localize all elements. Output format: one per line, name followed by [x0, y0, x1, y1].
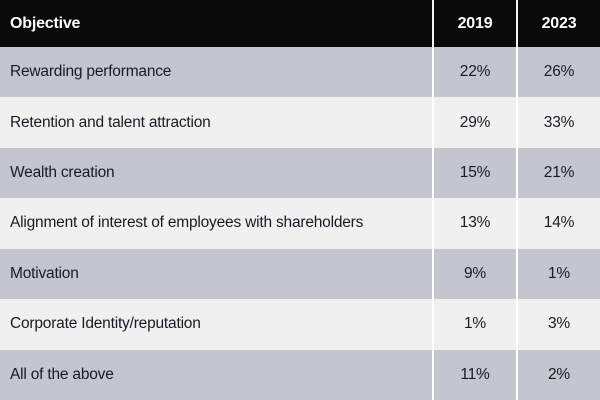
row-2023-value: 3% [516, 299, 600, 350]
row-2023-value: 1% [516, 248, 600, 300]
row-2023-value: 33% [516, 97, 600, 148]
row-objective: Retention and talent attraction [10, 113, 211, 131]
table-row: Alignment of interest of employees with … [0, 198, 600, 249]
row-objective: All of the above [10, 365, 114, 383]
row-objective: Rewarding performance [10, 63, 172, 81]
row-2019-value: 13% [432, 198, 516, 249]
row-2019-value: 1% [432, 299, 516, 350]
header-2019: 2019 [432, 0, 516, 47]
row-2023-value: 2% [516, 349, 600, 400]
row-2019-value: 11% [432, 349, 516, 400]
row-objective: Wealth creation [10, 164, 115, 182]
table-row: All of the above 11% 2% [0, 349, 600, 400]
table-row: Corporate Identity/reputation 1% 3% [0, 299, 600, 350]
row-2023-value: 26% [516, 47, 600, 98]
row-2019-value: 9% [432, 248, 516, 300]
table-row: Retention and talent attraction 29% 33% [0, 97, 600, 148]
row-objective: Corporate Identity/reputation [10, 315, 201, 333]
row-2019-value: 22% [432, 47, 516, 98]
table-row: Rewarding performance 22% 26% [0, 47, 600, 98]
header-2023: 2023 [516, 0, 600, 47]
row-2019-value: 29% [432, 97, 516, 148]
row-2023-value: 21% [516, 147, 600, 199]
table-header-row: Objective 2019 2023 [0, 0, 600, 47]
header-objective: Objective [10, 14, 81, 32]
row-objective: Alignment of interest of employees with … [10, 214, 364, 232]
table-row: Motivation 9% 1% [0, 248, 600, 300]
row-objective: Motivation [10, 264, 79, 282]
table-row: Wealth creation 15% 21% [0, 147, 600, 199]
row-2019-value: 15% [432, 147, 516, 199]
row-2023-value: 14% [516, 198, 600, 249]
